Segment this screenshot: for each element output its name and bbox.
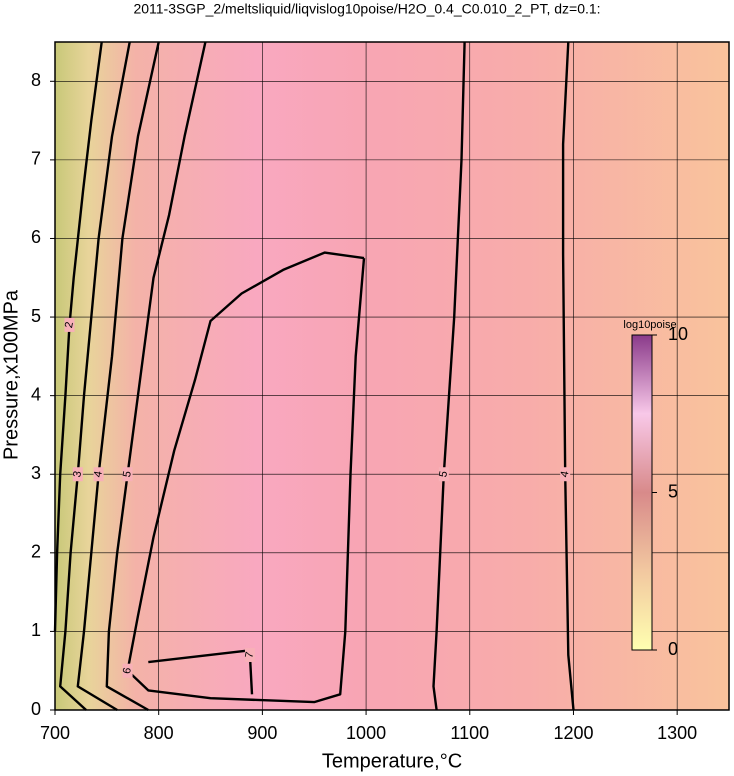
plot-frame xyxy=(54,41,730,711)
x-tick-label: 800 xyxy=(144,723,174,743)
contour-label: 5 xyxy=(121,470,134,478)
contour-line xyxy=(561,41,575,711)
y-tick-label: 0 xyxy=(31,699,41,719)
y-tick-label: 7 xyxy=(31,149,41,169)
x-axis-label: Temperature,°C xyxy=(322,750,462,772)
y-tick-label: 2 xyxy=(31,542,41,562)
contour-label-bg xyxy=(122,467,133,482)
contour-label-bg xyxy=(93,467,104,482)
x-tick-label: 900 xyxy=(247,723,277,743)
contour-label: 4 xyxy=(92,470,105,478)
y-tick-label: 1 xyxy=(31,620,41,640)
contour-label: 7 xyxy=(243,651,256,659)
contour-line xyxy=(59,41,131,711)
contour-label: 2 xyxy=(63,321,76,329)
y-tick-label: 3 xyxy=(31,463,41,483)
colorbar xyxy=(631,334,653,651)
contour-label: 4 xyxy=(559,470,572,478)
contour-label-bg xyxy=(438,467,449,482)
colorbar-tick-label: 5 xyxy=(668,481,678,501)
x-tick-label: 1300 xyxy=(657,723,697,743)
x-tick-label: 1200 xyxy=(553,723,593,743)
colorbar-label: log10poise xyxy=(623,319,676,331)
plot-background xyxy=(55,42,729,710)
x-tick-label: 1100 xyxy=(450,723,489,743)
contour-label-bg xyxy=(244,647,255,662)
y-tick-label: 6 xyxy=(31,227,41,247)
y-axis-label: Pressure,x100MPa xyxy=(0,289,22,460)
contour-label: 5 xyxy=(437,470,450,478)
contour-line xyxy=(126,251,366,704)
contour-line xyxy=(105,41,207,712)
y-tick-label: 5 xyxy=(31,306,41,326)
colorbar-tick-label: 10 xyxy=(668,324,688,344)
contour-label: 6 xyxy=(121,667,134,675)
colorbar-tick-label: 0 xyxy=(668,639,678,659)
contour-label-bg xyxy=(122,663,133,678)
chart-title: 2011-3SGP_2/meltsliquid/liqvislog10poise… xyxy=(133,1,600,17)
contour-label: 3 xyxy=(71,470,84,478)
contour-label-bg xyxy=(72,467,83,482)
x-tick-label: 700 xyxy=(40,723,70,743)
contour-label-bg xyxy=(64,317,75,332)
x-tick-label: 1000 xyxy=(346,723,386,743)
y-tick-label: 8 xyxy=(31,70,41,90)
y-tick-label: 4 xyxy=(31,384,41,404)
contour-label-bg xyxy=(560,467,571,482)
